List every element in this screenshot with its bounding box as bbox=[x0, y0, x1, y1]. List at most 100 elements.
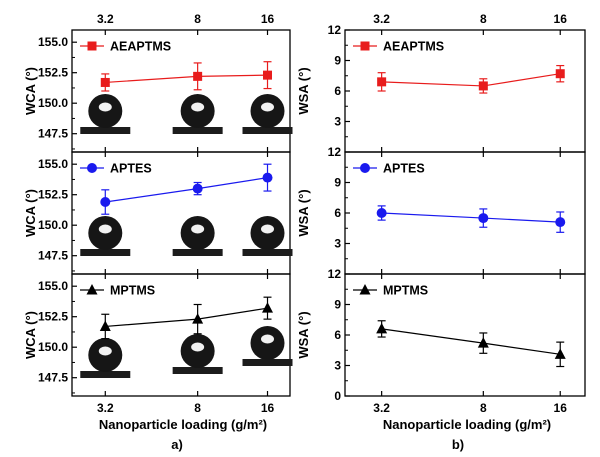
series-aptes bbox=[376, 205, 566, 233]
series-line bbox=[381, 212, 561, 223]
panel-label: a) bbox=[171, 437, 183, 452]
x-top-tick-label: 3.2 bbox=[373, 12, 390, 26]
data-point bbox=[555, 217, 566, 228]
legend-label: AEAPTMS bbox=[383, 40, 444, 54]
data-point bbox=[192, 313, 204, 324]
x-tick-label: 16 bbox=[261, 401, 275, 415]
y-tick-label: 152.5 bbox=[38, 310, 68, 324]
substrate-image bbox=[172, 127, 223, 134]
legend-label: APTES bbox=[383, 162, 425, 176]
series-line bbox=[105, 74, 268, 84]
y-tick-label: 9 bbox=[334, 298, 341, 312]
y-axis-label: WSA (°) bbox=[296, 311, 311, 358]
y-tick-label: 6 bbox=[334, 84, 341, 98]
y-tick-label: 155.0 bbox=[38, 35, 68, 49]
x-top-tick-label: 16 bbox=[261, 12, 275, 26]
data-point bbox=[376, 322, 388, 334]
droplet-highlight bbox=[191, 224, 205, 234]
y-tick-label: 12 bbox=[328, 23, 342, 37]
droplet-highlight bbox=[98, 102, 112, 112]
y-tick-label: 147.5 bbox=[38, 371, 68, 385]
y-tick-label: 150.0 bbox=[38, 218, 68, 232]
data-point bbox=[263, 70, 273, 80]
legend-marker bbox=[87, 41, 97, 51]
legend-marker bbox=[360, 163, 370, 173]
subplot-b-2: 3 6 9 12 WSA (°) APTES bbox=[296, 145, 586, 275]
x-top-tick-label: 3.2 bbox=[97, 12, 114, 26]
data-point bbox=[100, 197, 111, 208]
y-axis-label: WSA (°) bbox=[296, 189, 311, 236]
data-point bbox=[99, 320, 111, 331]
subplot-a-2: 147.5 150.0 152.5 155.0 WCA (°) APTES bbox=[23, 151, 293, 275]
chart-panel-b: 3 6 9 12 WSA (°) AEAPTMS 3 6 9 12 WSA (°) APTES 0 3 6 9… bbox=[296, 12, 586, 452]
data-point bbox=[554, 348, 566, 359]
data-point bbox=[193, 71, 203, 81]
y-tick-label: 12 bbox=[328, 145, 342, 159]
x-top-tick-label: 8 bbox=[480, 12, 487, 26]
substrate-image bbox=[242, 359, 293, 366]
legend-label: AEAPTMS bbox=[110, 40, 171, 54]
legend: MPTMS bbox=[353, 284, 428, 298]
substrate-image bbox=[80, 371, 131, 378]
y-tick-label: 12 bbox=[328, 267, 342, 281]
series-aeaptms bbox=[377, 64, 565, 94]
y-tick-label: 147.5 bbox=[38, 127, 68, 141]
y-tick-label: 6 bbox=[334, 328, 341, 342]
x-tick-label: 3.2 bbox=[373, 401, 390, 415]
legend: AEAPTMS bbox=[353, 40, 444, 54]
droplet-highlight bbox=[191, 342, 205, 352]
legend-marker bbox=[360, 41, 370, 51]
series-line bbox=[381, 73, 561, 87]
y-tick-label: 6 bbox=[334, 206, 341, 220]
y-tick-label: 9 bbox=[334, 54, 341, 68]
series-mptms bbox=[99, 296, 274, 340]
series-line bbox=[105, 177, 268, 203]
y-tick-label: 9 bbox=[334, 176, 341, 190]
y-axis-label: WCA (°) bbox=[23, 189, 38, 237]
data-point bbox=[262, 302, 274, 313]
droplet-highlight bbox=[98, 346, 112, 356]
subplot-a-3: 147.5 150.0 152.5 155.0 WCA (°) MPTMS bbox=[23, 273, 293, 397]
y-tick-label: 150.0 bbox=[38, 96, 68, 110]
x-tick-label: 16 bbox=[554, 401, 568, 415]
series-mptms bbox=[376, 320, 566, 368]
legend: MPTMS bbox=[80, 284, 155, 298]
series-aeaptms bbox=[100, 61, 273, 92]
legend-marker bbox=[359, 284, 371, 295]
legend-marker bbox=[87, 163, 97, 173]
y-tick-label: 155.0 bbox=[38, 157, 68, 171]
y-axis-label: WSA (°) bbox=[296, 67, 311, 114]
legend-label: MPTMS bbox=[383, 284, 428, 298]
legend-label: APTES bbox=[110, 162, 152, 176]
y-axis-label: WCA (°) bbox=[23, 311, 38, 359]
plot-frame bbox=[71, 273, 291, 397]
data-point bbox=[555, 69, 565, 79]
data-point bbox=[477, 337, 489, 348]
substrate-image bbox=[80, 127, 131, 134]
plot-frame bbox=[344, 273, 586, 397]
x-tick-label: 3.2 bbox=[97, 401, 114, 415]
data-point bbox=[377, 77, 387, 87]
droplet-highlight bbox=[98, 224, 112, 234]
x-axis-label: Nanoparticle loading (g/m²) bbox=[383, 417, 551, 432]
y-tick-label: 150.0 bbox=[38, 340, 68, 354]
droplet-highlight bbox=[261, 224, 275, 234]
y-tick-label: 152.5 bbox=[38, 66, 68, 80]
legend: AEAPTMS bbox=[80, 40, 171, 54]
y-tick-label: 152.5 bbox=[38, 188, 68, 202]
droplet-highlight bbox=[261, 102, 275, 112]
y-tick-label: 3 bbox=[334, 237, 341, 251]
series-line bbox=[105, 307, 268, 328]
y-tick-label: 0 bbox=[334, 389, 341, 403]
data-point bbox=[478, 213, 489, 224]
data-point bbox=[100, 77, 110, 87]
legend: APTES bbox=[353, 162, 425, 176]
y-axis-label: WCA (°) bbox=[23, 67, 38, 115]
y-tick-label: 3 bbox=[334, 115, 341, 129]
series-line bbox=[381, 328, 561, 355]
subplot-b-3: 0 3 6 9 12 WSA (°) MPTMS bbox=[296, 267, 586, 403]
y-tick-label: 147.5 bbox=[38, 249, 68, 263]
legend: APTES bbox=[80, 162, 152, 176]
